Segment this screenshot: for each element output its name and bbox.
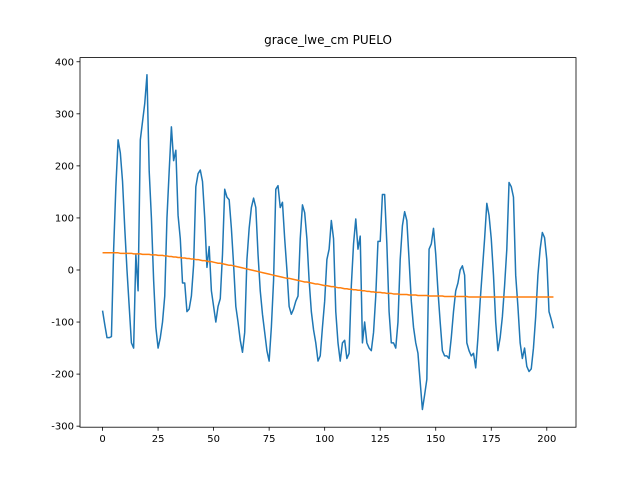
x-tick-label: 0 <box>99 434 105 445</box>
x-tick-label: 75 <box>263 434 276 445</box>
chart-title: grace_lwe_cm PUELO <box>264 33 392 47</box>
data-line <box>102 252 554 298</box>
y-tick-label: -300 <box>51 422 74 433</box>
y-tick-label: 0 <box>68 265 74 276</box>
x-tick-label: 200 <box>537 434 556 445</box>
data-line <box>101 74 555 411</box>
x-tick-label: 100 <box>315 434 334 445</box>
plot-frame <box>79 57 577 428</box>
y-tick-label: -200 <box>51 370 74 381</box>
y-tick-label: -100 <box>51 318 74 329</box>
x-tick-label: 125 <box>371 434 390 445</box>
x-tick-label: 175 <box>482 434 501 445</box>
y-tick-label: 100 <box>55 213 74 224</box>
x-tick-label: 25 <box>152 434 165 445</box>
y-tick-label: 400 <box>55 57 74 68</box>
x-tick-label: 50 <box>207 434 220 445</box>
x-tick-label: 150 <box>426 434 445 445</box>
y-tick-label: 200 <box>55 161 74 172</box>
y-tick-label: 300 <box>55 109 74 120</box>
